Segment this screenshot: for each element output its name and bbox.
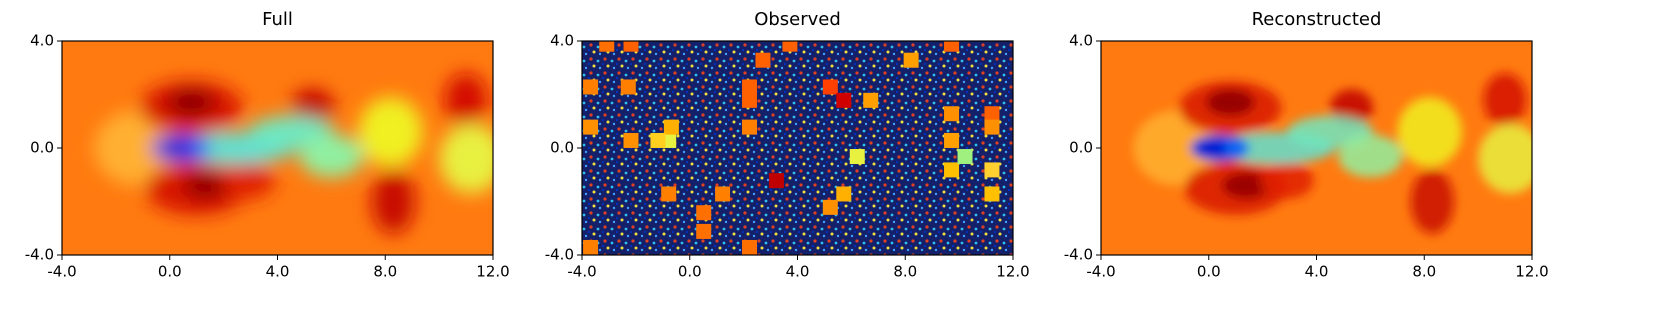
- observed-patch: [984, 186, 1000, 202]
- y-tick-label: 4.0: [550, 32, 574, 50]
- field-blob: [1206, 89, 1255, 116]
- observed-patch: [903, 52, 919, 68]
- field-blob: [220, 161, 275, 199]
- observed-patch: [620, 79, 636, 95]
- observed-patch: [583, 119, 599, 135]
- field-blob: [1338, 134, 1403, 178]
- field-blob: [1133, 110, 1220, 186]
- y-tick-label: -4.0: [545, 246, 574, 264]
- field-blobs: [1133, 73, 1532, 234]
- observed-patch: [957, 149, 973, 165]
- panel-title: Full: [262, 9, 293, 30]
- observed-patch: [944, 106, 960, 122]
- x-tick-label: 12.0: [996, 263, 1029, 281]
- panel: Reconstructed -4.0 0.0 4.0 8.0 12.0 -4.0 0.0 4.0: [1064, 9, 1549, 281]
- observed-patch: [696, 205, 712, 221]
- y-tick-label: 4.0: [30, 32, 54, 50]
- x-tick-label: 4.0: [786, 263, 810, 281]
- observed-patch: [599, 41, 615, 52]
- x-tick-label: 4.0: [266, 263, 290, 281]
- y-tick-label: 0.0: [30, 139, 54, 157]
- observed-patch: [944, 132, 960, 148]
- y-tick-label: 0.0: [550, 139, 574, 157]
- observed-patch: [755, 52, 771, 68]
- field: [62, 41, 493, 255]
- x-tick-label: 0.0: [1197, 263, 1221, 281]
- observed-patch: [863, 92, 879, 108]
- field-blob: [167, 89, 216, 116]
- field-blob: [183, 172, 232, 199]
- field-blob: [1259, 161, 1314, 199]
- field-blob: [1410, 169, 1454, 234]
- x-tick-label: -4.0: [567, 263, 596, 281]
- observed-patch: [944, 41, 960, 52]
- x-tick-label: 0.0: [678, 263, 702, 281]
- observed-patch: [768, 173, 784, 189]
- field-blob: [1222, 172, 1271, 199]
- field-blob: [299, 134, 364, 178]
- field-blob: [1478, 123, 1532, 194]
- field-blob: [358, 97, 423, 167]
- observed-patch: [583, 79, 599, 95]
- observed-patch: [822, 79, 838, 95]
- observed-patch: [836, 186, 852, 202]
- y-tick-label: -4.0: [25, 246, 54, 264]
- panel: Full -4.0 0.0 4.0 8.0 12.0 -4.0 0.0 4.0: [25, 9, 510, 281]
- y-tick-label: -4.0: [1064, 246, 1093, 264]
- x-tick-label: 8.0: [893, 263, 917, 281]
- field-blob: [371, 169, 415, 234]
- x-tick-label: 12.0: [476, 263, 509, 281]
- observed-patch: [623, 132, 639, 148]
- observed-patch: [742, 119, 758, 135]
- panel-title: Observed: [754, 9, 841, 30]
- x-tick-label: 12.0: [1515, 263, 1548, 281]
- x-tick-label: -4.0: [1086, 263, 1115, 281]
- observed-patch: [849, 149, 865, 165]
- observed-patch: [836, 92, 852, 108]
- observed-patch: [742, 239, 758, 255]
- x-tick-label: 4.0: [1305, 263, 1329, 281]
- observed-patch: [663, 119, 679, 135]
- observed-patch: [742, 92, 758, 108]
- field-blobs: [94, 73, 493, 234]
- observed-patch: [984, 119, 1000, 135]
- panel: Observed -4.0 0.0 4.0 8.0 12.0 -4.0 0.0 4.0: [545, 9, 1030, 281]
- observed-patch: [984, 162, 1000, 178]
- observed-patch: [742, 79, 758, 95]
- panel-title: Reconstructed: [1252, 9, 1382, 30]
- observed-patch: [782, 41, 798, 52]
- noise-background: [582, 41, 1013, 255]
- observed-patch: [661, 186, 677, 202]
- observed-patch: [650, 132, 666, 148]
- observed-patch: [583, 239, 599, 255]
- field-blob: [94, 110, 181, 186]
- x-tick-label: 8.0: [373, 263, 397, 281]
- field-blob: [156, 138, 189, 158]
- observed-patch: [944, 162, 960, 178]
- observed-patch: [984, 106, 1000, 122]
- observed-patch: [623, 41, 639, 52]
- observed-patch: [822, 199, 838, 215]
- x-tick-label: -4.0: [47, 263, 76, 281]
- field-blob: [439, 123, 493, 194]
- y-tick-label: 4.0: [1069, 32, 1093, 50]
- observed-patch: [696, 223, 712, 239]
- field: [582, 41, 1013, 255]
- y-tick-label: 0.0: [1069, 139, 1093, 157]
- x-tick-label: 8.0: [1412, 263, 1436, 281]
- field-blob: [1483, 73, 1527, 127]
- field-blob: [1397, 97, 1462, 167]
- x-tick-label: 0.0: [158, 263, 182, 281]
- field-blob: [444, 73, 488, 127]
- field-blob: [1195, 138, 1228, 158]
- observed-patch: [715, 186, 731, 202]
- field: [1101, 41, 1532, 255]
